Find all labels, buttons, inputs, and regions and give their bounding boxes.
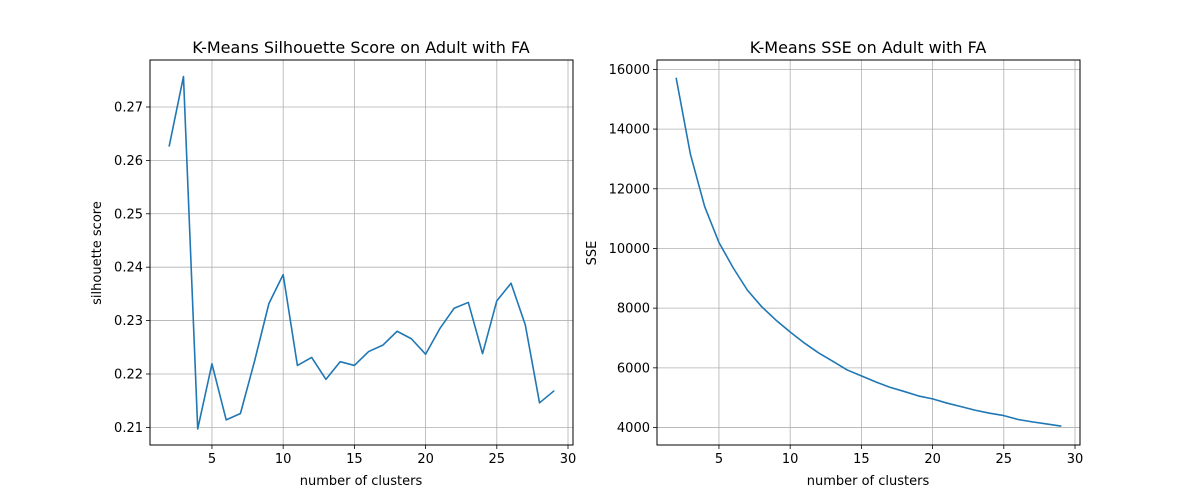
y-axis-label: SSE: [585, 241, 600, 266]
x-tick-label: 10: [782, 452, 799, 467]
sse-chart-panel: K-Means SSE on Adult with FA number of c…: [585, 38, 1083, 489]
x-tick-label: 30: [1067, 452, 1084, 467]
y-tick-label: 12000: [609, 182, 650, 197]
x-tick-label: 5: [208, 452, 216, 467]
chart-title: K-Means SSE on Adult with FA: [750, 38, 987, 57]
plot-frame: [149, 59, 574, 446]
y-tick-label: 0.26: [114, 154, 143, 169]
y-tick-label: 16000: [609, 63, 650, 78]
y-tick-label: 14000: [609, 123, 650, 138]
x-tick-label: 25: [996, 452, 1013, 467]
silhouette-chart-panel: K-Means Silhouette Score on Adult with F…: [90, 38, 576, 489]
x-axis-label: number of clusters: [807, 474, 930, 489]
y-tick-label: 0.23: [114, 314, 143, 329]
series-line: [675, 77, 1062, 427]
y-tick-label: 0.27: [114, 100, 143, 115]
x-tick-label: 30: [560, 452, 577, 467]
x-tick-label: 25: [489, 452, 506, 467]
x-tick-label: 5: [715, 452, 723, 467]
y-tick-label: 0.25: [114, 207, 143, 222]
y-tick-label: 10000: [609, 242, 650, 257]
series-line: [168, 75, 555, 430]
x-tick-label: 15: [853, 452, 870, 467]
x-tick-label: 15: [346, 452, 363, 467]
x-tick-label: 20: [924, 452, 941, 467]
y-tick-label: 6000: [617, 361, 650, 376]
x-tick-label: 10: [275, 452, 292, 467]
y-tick-label: 8000: [617, 302, 650, 317]
y-tick-label: 0.21: [114, 421, 143, 436]
grid: [657, 60, 1080, 445]
y-tick-label: 4000: [617, 421, 650, 436]
chart-title: K-Means Silhouette Score on Adult with F…: [192, 38, 529, 57]
y-tick-label: 0.22: [114, 367, 143, 382]
x-axis-label: number of clusters: [300, 474, 423, 489]
y-tick-label: 0.24: [114, 261, 143, 276]
plot-frame: [656, 59, 1081, 446]
grid: [150, 60, 573, 445]
y-axis-label: silhouette score: [90, 201, 105, 305]
x-tick-label: 20: [417, 452, 434, 467]
